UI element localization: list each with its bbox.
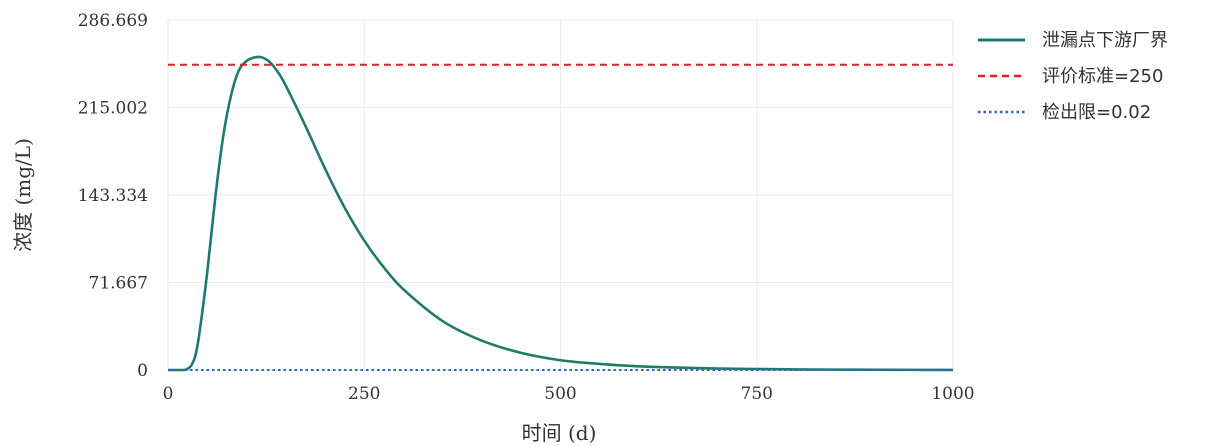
y-tick-label: 0 xyxy=(137,361,148,381)
legend-label-0: 泄漏点下游厂界 xyxy=(1042,30,1168,51)
y-axis-title: 浓度 (mg/L) xyxy=(11,138,35,252)
y-tick-label: 143.334 xyxy=(78,186,148,206)
legend-label-2: 检出限=0.02 xyxy=(1042,102,1151,123)
x-tick-label: 750 xyxy=(741,384,773,404)
series-line-0 xyxy=(167,55,954,372)
x-tick-label: 250 xyxy=(348,384,380,404)
y-tick-label: 286.669 xyxy=(78,11,148,31)
legend-label-1: 评价标准=250 xyxy=(1042,66,1163,87)
x-tick-label: 0 xyxy=(163,384,174,404)
grid xyxy=(167,19,954,371)
x-tick-label: 1000 xyxy=(931,384,974,404)
x-axis-title: 时间 (d) xyxy=(522,421,597,445)
tick-labels: 0 250 500 750 1000 0 71.667 143.334 215.002 286.6… xyxy=(78,11,975,404)
plot-area xyxy=(167,55,954,372)
y-tick-label: 215.002 xyxy=(78,98,148,118)
x-tick-label: 500 xyxy=(544,384,576,404)
y-tick-label: 71.667 xyxy=(89,274,148,294)
